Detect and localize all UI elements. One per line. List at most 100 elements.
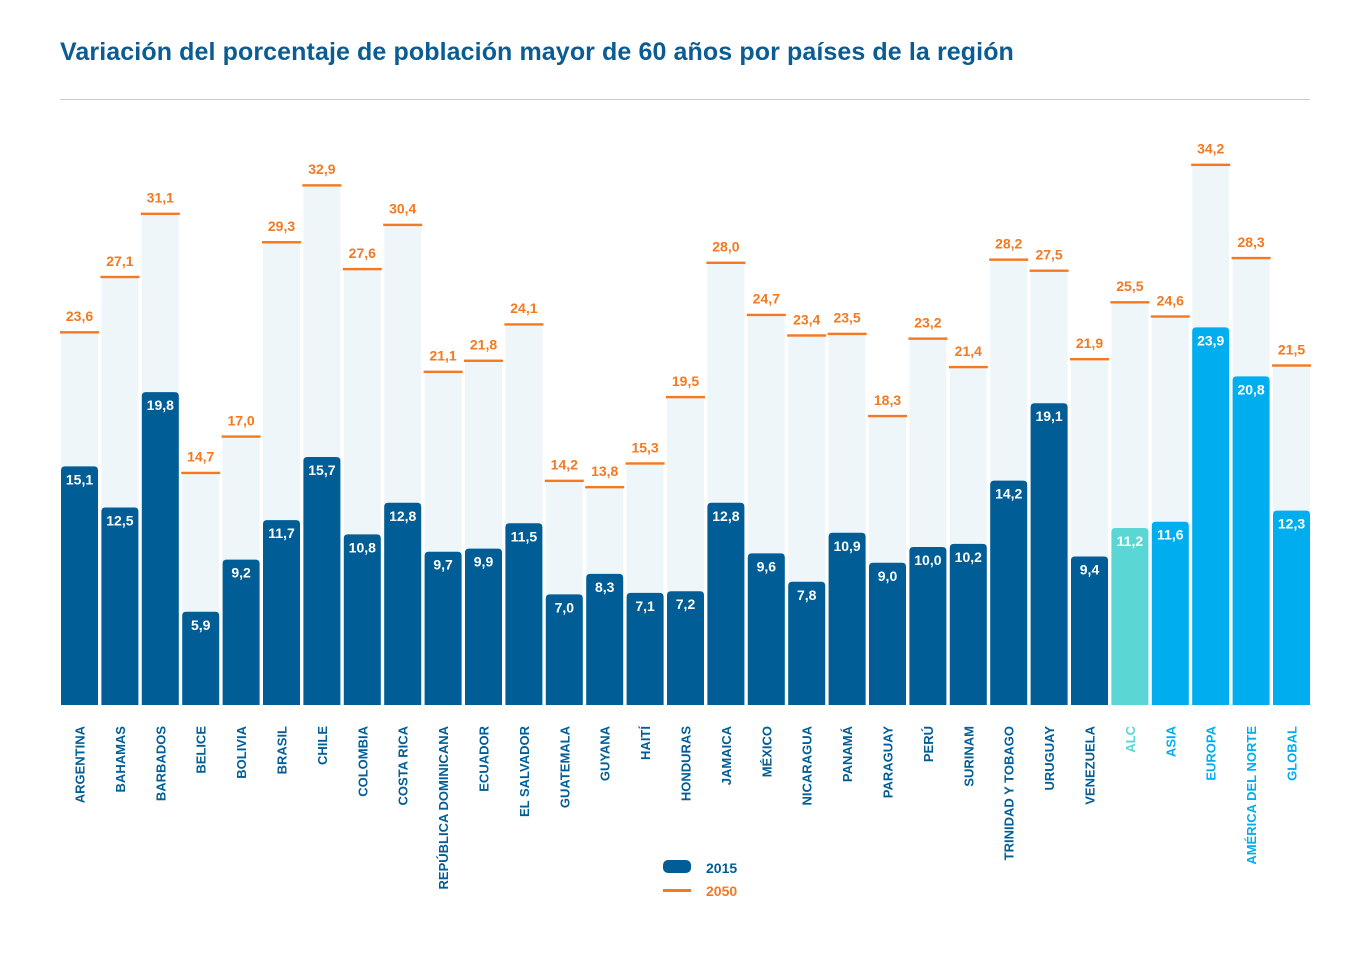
- marker-2050: [1150, 315, 1190, 318]
- bar-2015: [747, 553, 785, 705]
- bar-2015: [949, 543, 987, 705]
- category-label: HONDURAS: [679, 726, 694, 801]
- bar-2015: [828, 532, 866, 705]
- category-label: GUATEMALA: [557, 725, 572, 808]
- value-label-2050: 23,4: [793, 311, 820, 327]
- category-label: GUYANA: [598, 725, 613, 781]
- value-label-2015: 7,8: [797, 587, 817, 603]
- bar-2015: [505, 523, 543, 705]
- value-label-2015: 10,8: [349, 539, 376, 555]
- category-label: BELICE: [194, 726, 209, 774]
- value-label-2015: 19,1: [1035, 408, 1062, 424]
- marker-2050: [948, 365, 988, 369]
- value-label-2015: 10,2: [955, 549, 982, 565]
- category-label: SURINAM: [961, 726, 976, 787]
- value-label-2050: 14,2: [551, 457, 578, 473]
- value-label-2015: 23,9: [1197, 332, 1224, 348]
- category-label: NICARAGUA: [800, 725, 815, 805]
- value-label-2050: 24,6: [1157, 292, 1184, 308]
- value-label-2015: 7,0: [555, 599, 575, 615]
- marker-2050: [504, 323, 544, 326]
- category-label: PANAMÁ: [840, 725, 855, 782]
- category-label: ALC: [1123, 725, 1138, 752]
- value-label-2050: 27,1: [106, 253, 133, 269]
- category-label: COSTA RICA: [396, 725, 411, 805]
- marker-2050: [383, 223, 423, 227]
- bar-2015: [303, 456, 341, 705]
- value-label-2015: 14,2: [995, 486, 1022, 502]
- value-label-2050: 25,5: [1116, 278, 1143, 294]
- marker-2050: [1070, 357, 1109, 361]
- marker-2050: [464, 359, 503, 362]
- marker-2050: [60, 331, 99, 334]
- category-label: COLOMBIA: [355, 725, 370, 796]
- category-label: AMÉRICA DEL NORTE: [1244, 726, 1259, 865]
- marker-2050: [666, 395, 705, 399]
- value-label-2050: 23,6: [66, 308, 93, 324]
- marker-2050: [342, 267, 382, 271]
- value-label-2050: 21,4: [955, 343, 982, 359]
- category-label: ARGENTINA: [73, 725, 88, 803]
- bar-2015: [586, 573, 624, 705]
- value-label-2015: 9,9: [474, 554, 494, 570]
- value-label-2015: 7,2: [676, 596, 696, 612]
- legend-swatch-2015: [663, 860, 691, 873]
- value-label-2015: 12,5: [106, 513, 133, 529]
- chart-title: Variación del porcentaje de población ma…: [60, 38, 1014, 66]
- value-label-2050: 24,1: [510, 300, 537, 316]
- marker-2050: [585, 485, 625, 489]
- marker-2050: [908, 337, 948, 340]
- value-label-2015: 11,6: [1157, 527, 1184, 543]
- bar-2015: [1071, 556, 1108, 705]
- bar-2015: [788, 581, 826, 705]
- legend-label-2050: 2050: [706, 883, 737, 899]
- category-label: BOLIVIA: [234, 725, 249, 778]
- bar-2015: [869, 562, 906, 705]
- value-label-2015: 5,9: [191, 617, 211, 633]
- marker-2050: [1110, 301, 1150, 304]
- bar-2015: [990, 480, 1028, 705]
- value-label-2015: 15,1: [66, 471, 93, 487]
- bar-2015: [263, 520, 300, 705]
- value-label-2015: 11,7: [268, 525, 295, 541]
- marker-2050: [544, 479, 584, 483]
- category-label: TRINIDAD Y TOBAGO: [1002, 726, 1017, 860]
- bar-2015: [1151, 521, 1189, 705]
- category-label: GLOBAL: [1285, 726, 1300, 781]
- marker-2050: [1191, 163, 1231, 167]
- value-label-2015: 20,8: [1237, 381, 1264, 397]
- value-label-2015: 12,8: [389, 508, 416, 524]
- bar-2015: [707, 502, 745, 705]
- value-label-2050: 21,9: [1076, 335, 1103, 351]
- bar-2015: [1273, 510, 1310, 705]
- value-label-2015: 10,9: [833, 538, 860, 554]
- marker-2050: [706, 261, 746, 264]
- marker-2050: [423, 370, 463, 374]
- value-label-2050: 18,3: [874, 392, 901, 408]
- value-label-2015: 8,3: [595, 579, 615, 595]
- category-label: HAITÍ: [638, 726, 653, 760]
- category-label: REPÚBLICA DOMINICANA: [436, 725, 451, 889]
- value-label-2015: 19,8: [147, 397, 174, 413]
- bar-2015: [61, 466, 98, 705]
- value-label-2015: 9,7: [433, 557, 453, 573]
- value-label-2015: 10,0: [914, 552, 941, 568]
- value-label-2015: 9,2: [231, 565, 251, 581]
- value-label-2050: 29,3: [268, 218, 295, 234]
- bar-2015: [101, 507, 139, 705]
- value-label-2050: 24,7: [753, 291, 780, 307]
- marker-2050: [1029, 269, 1069, 272]
- category-label: PERÚ: [921, 726, 936, 762]
- marker-2050: [746, 313, 786, 317]
- value-label-2015: 7,1: [635, 598, 655, 614]
- category-label: VENEZUELA: [1083, 725, 1098, 804]
- value-label-2050: 13,8: [591, 463, 618, 479]
- marker-2050: [181, 471, 221, 475]
- marker-2050: [868, 414, 907, 418]
- bar-2015: [909, 547, 947, 705]
- category-label: BRASIL: [275, 726, 290, 774]
- title-divider: [60, 99, 1310, 100]
- value-label-2050: 19,5: [672, 373, 699, 389]
- value-label-2015: 11,2: [1117, 533, 1144, 549]
